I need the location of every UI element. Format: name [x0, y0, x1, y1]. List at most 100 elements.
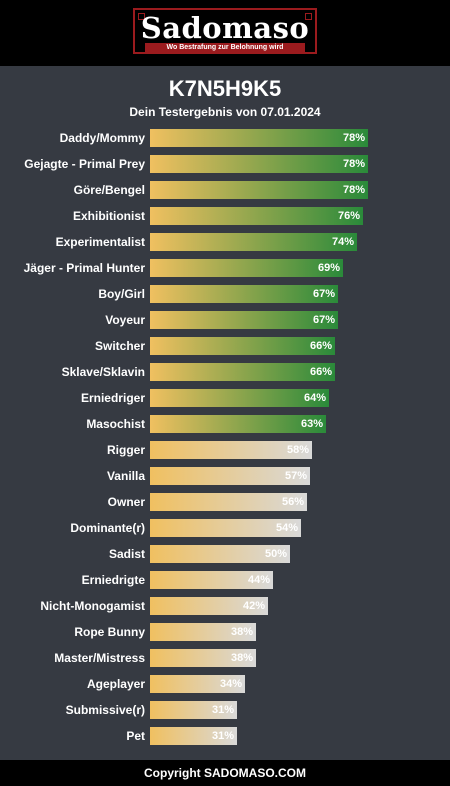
result-bar: 31%: [150, 701, 237, 719]
bar-value-label: 63%: [300, 418, 323, 430]
logo-tagline: Wo Bestrafung zur Belohnung wird: [145, 43, 305, 53]
result-bar: 78%: [150, 129, 368, 147]
chart-row: Exhibitionist 76%: [0, 207, 450, 225]
chart-row: Switcher 66%: [0, 337, 450, 355]
category-label: Sadist: [108, 547, 145, 561]
category-label: Masochist: [86, 417, 145, 431]
result-bar: 58%: [150, 441, 312, 459]
category-label: Switcher: [94, 339, 145, 353]
result-bar: 67%: [150, 285, 338, 303]
category-label: Rope Bunny: [74, 625, 145, 639]
chart-row: Gejagte - Primal Prey 78%: [0, 155, 450, 173]
result-bar: 66%: [150, 363, 335, 381]
category-label: Pet: [126, 729, 145, 743]
bar-value-label: 67%: [312, 314, 335, 326]
bar-value-label: 38%: [230, 652, 253, 664]
category-label: Jäger - Primal Hunter: [23, 261, 145, 275]
chart-row: Jäger - Primal Hunter 69%: [0, 259, 450, 277]
result-bar: 38%: [150, 649, 256, 667]
bar-value-label: 76%: [337, 210, 360, 222]
result-bar: 50%: [150, 545, 290, 563]
bar-value-label: 74%: [331, 236, 354, 248]
chart-row: Göre/Bengel 78%: [0, 181, 450, 199]
bar-value-label: 67%: [312, 288, 335, 300]
chart-row: Ageplayer 34%: [0, 675, 450, 693]
result-bar: 69%: [150, 259, 343, 277]
category-label: Daddy/Mommy: [59, 131, 145, 145]
category-label: Gejagte - Primal Prey: [24, 157, 145, 171]
bar-value-label: 78%: [342, 184, 365, 196]
chart-row: Boy/Girl 67%: [0, 285, 450, 303]
category-label: Master/Mistress: [54, 651, 145, 665]
bar-value-label: 54%: [275, 522, 298, 534]
category-label: Rigger: [106, 443, 145, 457]
bar-value-label: 66%: [309, 366, 332, 378]
bar-value-label: 44%: [247, 574, 270, 586]
result-bar: 64%: [150, 389, 329, 407]
category-label: Erniedriger: [80, 391, 145, 405]
category-label: Dominante(r): [70, 521, 145, 535]
category-label: Erniedrigte: [81, 573, 145, 587]
result-bar: 44%: [150, 571, 273, 589]
chart-row: Masochist 63%: [0, 415, 450, 433]
bar-value-label: 78%: [342, 158, 365, 170]
chart-row: Submissive(r) 31%: [0, 701, 450, 719]
footer-copyright: Copyright SADOMASO.COM: [0, 760, 450, 786]
result-title: K7N5H9K5: [168, 76, 282, 101]
result-bar: 63%: [150, 415, 326, 433]
result-bar: 66%: [150, 337, 335, 355]
chart-row: Rope Bunny 38%: [0, 623, 450, 641]
result-bar: 42%: [150, 597, 268, 615]
header: Sadomaso Wo Bestrafung zur Belohnung wir…: [0, 0, 450, 66]
result-bar: 78%: [150, 181, 368, 199]
chart-row: Vanilla 57%: [0, 467, 450, 485]
bar-value-label: 31%: [211, 730, 234, 742]
chart-row: Rigger 58%: [0, 441, 450, 459]
category-label: Experimentalist: [55, 235, 145, 249]
bar-value-label: 50%: [264, 548, 287, 560]
result-bar: 31%: [150, 727, 237, 745]
chart-row: Dominante(r) 54%: [0, 519, 450, 537]
category-label: Owner: [107, 495, 145, 509]
result-subtitle: Dein Testergebnis von 07.01.2024: [129, 105, 321, 119]
chart-row: Experimentalist 74%: [0, 233, 450, 251]
category-label: Vanilla: [106, 469, 145, 483]
category-label: Nicht-Monogamist: [40, 599, 145, 613]
chart-row: Nicht-Monogamist 42%: [0, 597, 450, 615]
bar-value-label: 38%: [230, 626, 253, 638]
chart-row: Voyeur 67%: [0, 311, 450, 329]
chart-row: Owner 56%: [0, 493, 450, 511]
category-label: Voyeur: [105, 313, 145, 327]
bar-value-label: 57%: [284, 470, 307, 482]
logo-text: Sadomaso: [140, 11, 310, 45]
bar-value-label: 58%: [286, 444, 309, 456]
bar-value-label: 78%: [342, 132, 365, 144]
result-bar: 34%: [150, 675, 245, 693]
result-bar: 57%: [150, 467, 310, 485]
chart-row: Sklave/Sklavin 66%: [0, 363, 450, 381]
logo[interactable]: Sadomaso Wo Bestrafung zur Belohnung wir…: [133, 8, 317, 54]
chart-row: Erniedrigte 44%: [0, 571, 450, 589]
category-label: Exhibitionist: [73, 209, 145, 223]
result-bar: 74%: [150, 233, 357, 251]
bar-value-label: 34%: [219, 678, 242, 690]
result-bar: 54%: [150, 519, 301, 537]
result-bar: 76%: [150, 207, 363, 225]
bar-value-label: 31%: [211, 704, 234, 716]
category-label: Göre/Bengel: [73, 183, 145, 197]
chart-row: Master/Mistress 38%: [0, 649, 450, 667]
logo-corner-left: [138, 13, 145, 20]
category-label: Boy/Girl: [98, 287, 145, 301]
logo-corner-right: [305, 13, 312, 20]
category-label: Submissive(r): [65, 703, 145, 717]
bar-value-label: 64%: [303, 392, 326, 404]
bar-value-label: 66%: [309, 340, 332, 352]
bar-value-label: 42%: [242, 600, 265, 612]
chart-row: Sadist 50%: [0, 545, 450, 563]
chart-row: Daddy/Mommy 78%: [0, 129, 450, 147]
bar-value-label: 69%: [317, 262, 340, 274]
chart-row: Pet 31%: [0, 727, 450, 745]
category-label: Sklave/Sklavin: [61, 365, 145, 379]
result-bar: 56%: [150, 493, 307, 511]
